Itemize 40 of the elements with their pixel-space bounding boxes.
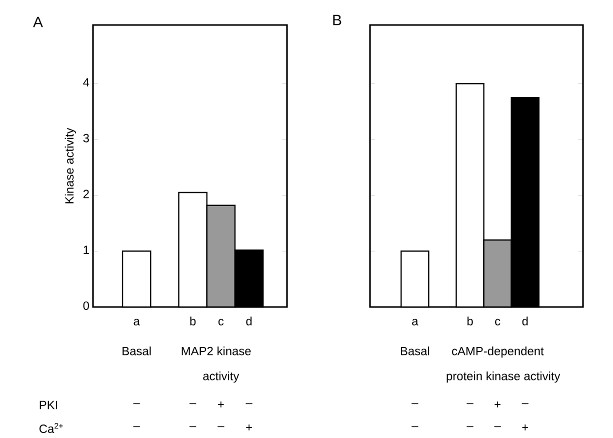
x-tick-label: b (467, 316, 473, 326)
text: – (133, 403, 140, 404)
x-tick-label: a (134, 318, 140, 326)
text: – (218, 426, 224, 428)
x-tick-label: d (246, 316, 252, 326)
y-tick-label: 2 (83, 190, 89, 198)
y-tick-label: 3 (83, 134, 89, 142)
chart-title: A (33, 16, 43, 28)
text: – (494, 426, 501, 428)
text: + (522, 424, 528, 430)
text: – (412, 426, 418, 428)
text: Basal (400, 346, 430, 356)
x-tick-label: a (412, 318, 418, 326)
text: cAMP-dependent (452, 346, 544, 358)
text: – (189, 403, 196, 404)
text: PKI (40, 400, 58, 410)
x-tick-label: d (522, 316, 528, 326)
text: MAP2 kinase (182, 346, 251, 356)
y-axis-title: Kinase activity (64, 128, 76, 204)
text: – (246, 403, 252, 404)
y-tick-label: 0 (83, 301, 90, 310)
text: – (189, 426, 196, 428)
y-tick-label: 1 (84, 246, 89, 254)
chart-title: B (333, 14, 342, 26)
text: – (466, 403, 474, 404)
text: – (412, 403, 418, 404)
text: + (494, 402, 500, 408)
x-tick-label: c (218, 318, 224, 326)
text: Basal (122, 346, 151, 356)
text: – (522, 403, 528, 404)
text: protein kinase activity (446, 372, 560, 383)
text: + (218, 402, 224, 408)
x-tick-label: b (190, 316, 196, 326)
text: + (246, 424, 252, 430)
y-tick-label: 4 (83, 78, 90, 86)
text: Ca$^{2+}$ (39, 422, 63, 434)
text: activity (203, 372, 240, 383)
text: – (466, 426, 474, 428)
x-tick-label: c (495, 318, 500, 326)
text: – (133, 426, 140, 428)
